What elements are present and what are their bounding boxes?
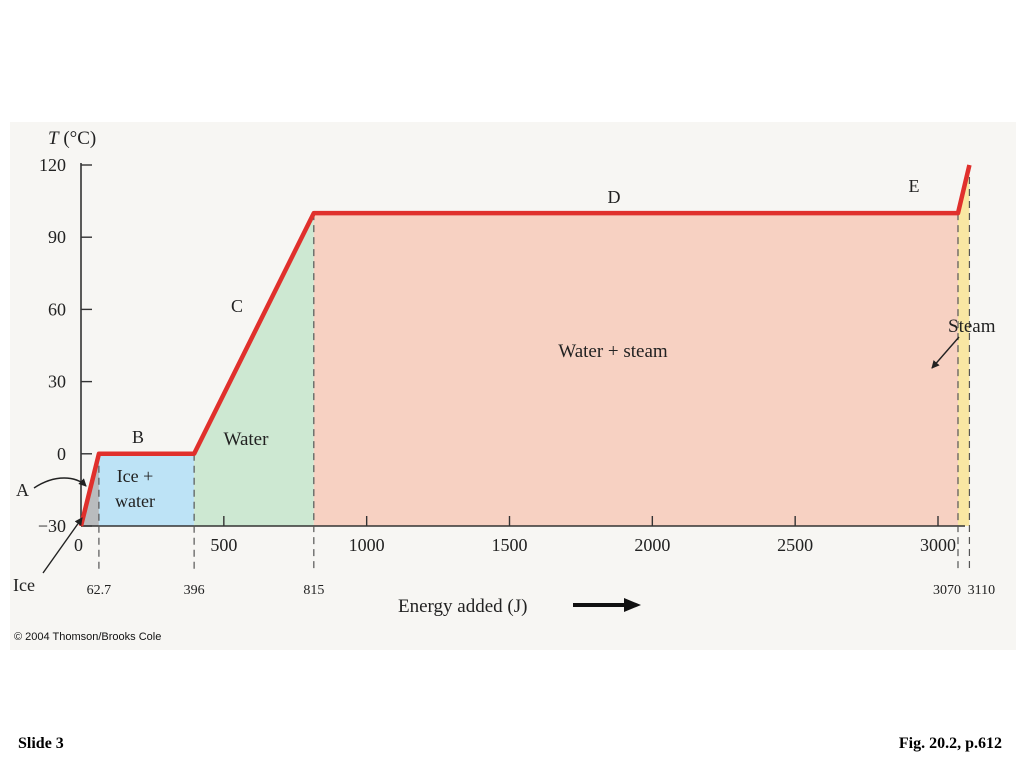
y-axis-label: T (°C): [48, 128, 96, 149]
x-tick-label: 1500: [492, 535, 528, 555]
boundary-energy-label: 396: [184, 583, 205, 598]
copyright-notice: © 2004 Thomson/Brooks Cole: [14, 631, 162, 643]
annotation-steam: Steam: [948, 316, 996, 337]
figure-panel: 120 90 60 30 0 −30 0 500 1000 1500 2000 2500 3000 6…: [10, 122, 1016, 650]
region-label-ice-water-1: Ice +: [117, 466, 154, 486]
y-tick-label: −30: [38, 516, 66, 536]
x-tick-label: 2000: [634, 535, 670, 555]
region-label-ice-water-2: water: [115, 491, 155, 511]
y-tick-label: 60: [48, 299, 66, 319]
x-tick-label: 0: [74, 535, 83, 555]
segment-label-d: D: [608, 187, 621, 207]
x-tick-label: 3000: [920, 535, 956, 555]
phase-boundaries: 62.7 396 815 3070 3110: [87, 165, 995, 598]
segment-label-a: A: [16, 480, 29, 500]
arrow-ice: [42, 517, 83, 574]
y-tick-label: 0: [57, 444, 66, 464]
heating-curve-line: [78, 164, 972, 527]
x-ticks: 0 500 1000 1500 2000 2500 3000: [74, 516, 956, 555]
phase-change-chart: 120 90 60 30 0 −30 0 500 1000 1500 2000 2500 3000 6…: [13, 128, 996, 617]
y-tick-label: 90: [48, 227, 66, 247]
slide-number: Slide 3: [18, 735, 64, 752]
arrow-a: [33, 477, 87, 489]
region-steam: [957, 165, 970, 526]
figure-reference: Fig. 20.2, p.612: [898, 735, 1002, 752]
boundary-energy-label: 62.7: [87, 583, 112, 598]
boundary-energy-label: 815: [303, 583, 324, 598]
region-label-water-steam: Water + steam: [558, 341, 668, 362]
segment-label-c: C: [231, 296, 243, 316]
region-ice-water: [98, 453, 195, 526]
x-tick-label: 500: [210, 535, 237, 555]
y-tick-label: 120: [39, 155, 66, 175]
segment-label-b: B: [132, 427, 144, 447]
region-water: [194, 213, 314, 526]
boundary-energy-label: 3110: [968, 583, 995, 598]
annotation-ice: Ice: [13, 575, 35, 595]
x-axis-arrow: [573, 598, 641, 612]
segment-label-e: E: [909, 176, 920, 196]
arrow-steam: [931, 336, 960, 369]
x-axis-label: Energy added (J): [398, 596, 527, 617]
region-water-steam: [313, 213, 958, 526]
x-tick-label: 2500: [777, 535, 813, 555]
boundary-energy-label: 3070: [933, 583, 961, 598]
x-tick-label: 1000: [349, 535, 385, 555]
y-ticks: 120 90 60 30 0 −30: [38, 155, 92, 536]
y-tick-label: 30: [48, 372, 66, 392]
region-label-water: Water: [224, 429, 270, 450]
